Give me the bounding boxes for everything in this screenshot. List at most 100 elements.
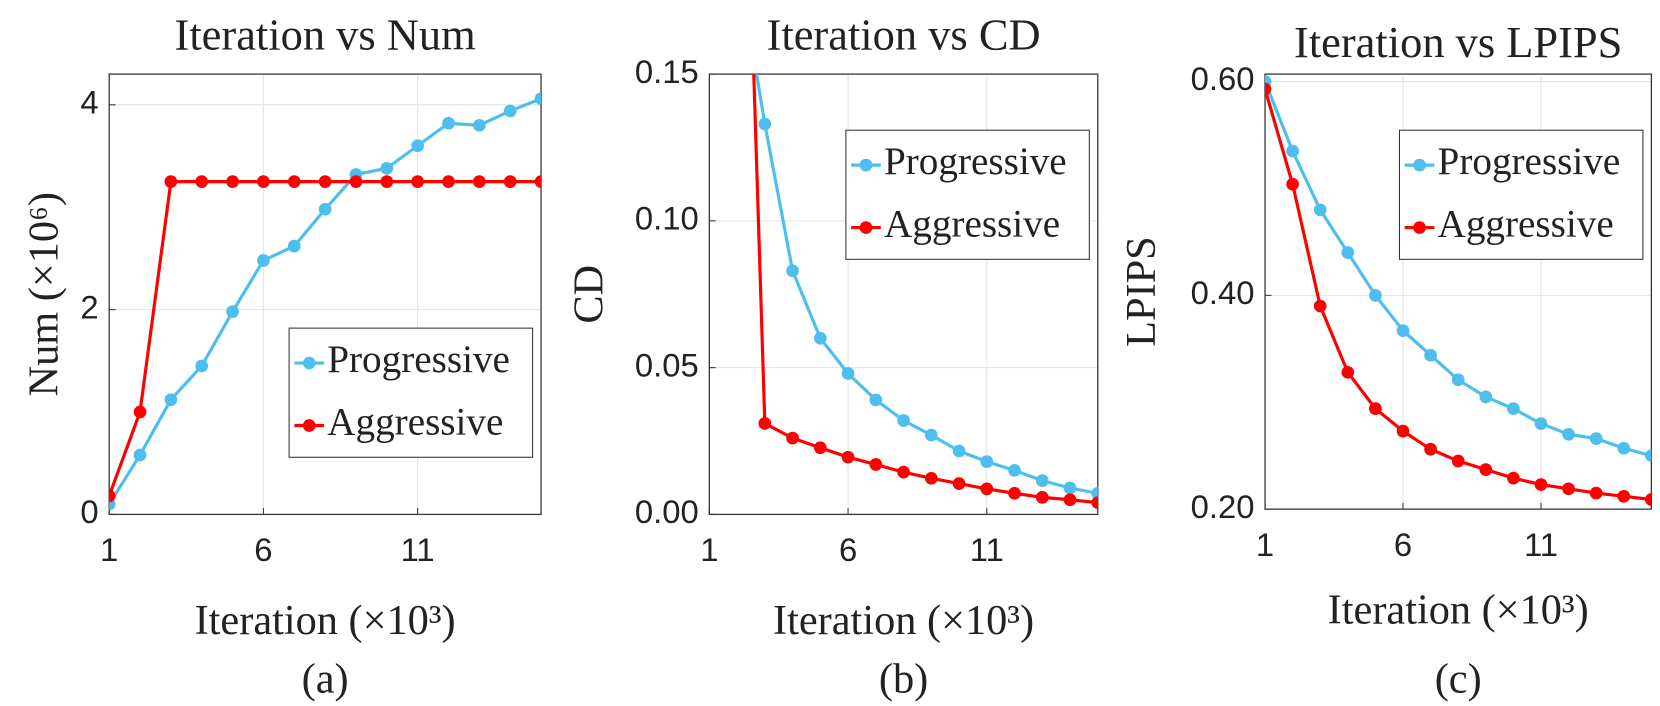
- data-point: [813, 441, 827, 455]
- data-point: [1589, 432, 1603, 445]
- x-axis-label: Iteration (×10³): [773, 597, 1034, 644]
- data-point: [411, 175, 425, 188]
- data-point: [1008, 464, 1021, 477]
- data-point: [411, 139, 425, 153]
- data-point: [1534, 478, 1548, 491]
- data-point: [841, 367, 855, 380]
- data-point: [869, 393, 883, 407]
- data-point: [380, 175, 394, 188]
- data-point: [1424, 348, 1437, 362]
- y-tick-label: 0: [80, 493, 98, 530]
- data-point: [503, 175, 517, 188]
- data-point: [1063, 493, 1077, 507]
- caption: (a): [302, 655, 349, 702]
- data-point: [897, 414, 910, 427]
- data-point: [226, 305, 239, 319]
- data-point: [1562, 482, 1575, 496]
- data-point: [786, 264, 799, 278]
- data-point: [1645, 493, 1652, 506]
- data-point: [1286, 144, 1299, 158]
- y-axis-label: Num (×10⁶): [21, 192, 68, 396]
- y-tick-label: 4: [80, 83, 98, 120]
- plot-frame: [108, 73, 542, 516]
- data-point: [109, 489, 116, 503]
- legend-marker: [859, 221, 873, 234]
- data-point: [1341, 365, 1355, 379]
- legend-label: Aggressive: [1438, 203, 1614, 246]
- data-point: [472, 118, 486, 132]
- data-point: [318, 202, 332, 216]
- legend-box: [288, 327, 534, 458]
- y-tick-label: 0.20: [1191, 488, 1255, 525]
- legend-box: [845, 129, 1090, 260]
- legend-label: Progressive: [327, 338, 510, 381]
- data-point: [1451, 373, 1465, 387]
- data-point: [349, 175, 363, 188]
- data-point: [287, 239, 301, 253]
- caption: (b): [879, 655, 928, 702]
- chart-title: Iteration vs CD: [767, 9, 1041, 59]
- data-point: [952, 444, 966, 458]
- data-point: [1507, 471, 1520, 485]
- data-point: [1265, 82, 1272, 96]
- data-point: [226, 175, 239, 188]
- data-point: [952, 477, 966, 490]
- legend-marker: [1413, 221, 1426, 234]
- data-point: [1369, 288, 1382, 302]
- y-tick-label: 0.00: [635, 493, 699, 530]
- data-point: [1396, 424, 1410, 438]
- data-point: [380, 161, 394, 175]
- data-point: [472, 175, 486, 188]
- legend-label: Aggressive: [327, 400, 503, 443]
- y-tick-label: 0.10: [635, 200, 699, 237]
- data-point: [1424, 442, 1437, 456]
- y-tick-label: 0.40: [1191, 274, 1255, 311]
- data-point: [897, 465, 910, 479]
- x-tick-label: 1: [700, 531, 718, 568]
- data-point: [164, 393, 178, 407]
- data-point: [133, 448, 147, 462]
- y-axis-label: LPIPS: [1118, 236, 1165, 347]
- x-axis-label: Iteration (×10³): [195, 597, 456, 644]
- x-tick-label: 6: [1394, 526, 1412, 563]
- legend-marker: [302, 356, 316, 370]
- y-tick-label: 0.15: [635, 53, 699, 90]
- data-point: [1479, 463, 1493, 476]
- x-tick-label: 1: [1256, 526, 1274, 563]
- chart-title: Iteration vs LPIPS: [1294, 17, 1622, 67]
- x-axis-label: Iteration (×10³): [1328, 587, 1589, 634]
- data-point: [287, 175, 301, 188]
- data-point: [1589, 486, 1603, 500]
- data-point: [924, 428, 938, 442]
- caption: (c): [1435, 655, 1482, 702]
- data-point: [534, 92, 542, 106]
- data-point: [869, 458, 883, 471]
- data-point: [786, 431, 799, 445]
- data-point: [1313, 203, 1327, 217]
- data-point: [1396, 324, 1410, 337]
- x-tick-label: 11: [1524, 526, 1558, 563]
- y-tick-label: 0.60: [1191, 60, 1255, 97]
- chart-title: Iteration vs Num: [175, 9, 476, 59]
- data-point: [758, 417, 772, 430]
- data-point: [1451, 454, 1465, 468]
- x-tick-label: 6: [254, 531, 272, 568]
- legend-box: [1398, 129, 1644, 260]
- plot-frame: [1264, 73, 1653, 510]
- legend-marker: [859, 158, 873, 172]
- data-point: [924, 471, 938, 485]
- data-point: [257, 254, 270, 267]
- data-point: [442, 175, 455, 188]
- legend-label: Aggressive: [884, 203, 1060, 246]
- x-tick-label: 11: [970, 531, 1004, 568]
- data-point: [1479, 390, 1493, 404]
- data-point: [758, 117, 772, 131]
- data-point: [1008, 486, 1021, 500]
- x-tick-label: 1: [100, 531, 118, 568]
- data-point: [164, 175, 178, 188]
- data-point: [503, 104, 517, 118]
- data-point: [1341, 246, 1355, 259]
- y-tick-label: 2: [80, 288, 98, 325]
- data-point: [1617, 441, 1631, 455]
